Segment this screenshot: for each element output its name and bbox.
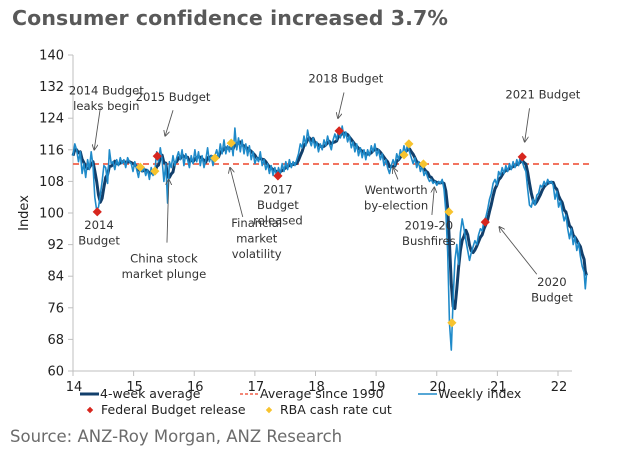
annotation-text: leaks begin bbox=[73, 99, 139, 113]
rba-cut-marker bbox=[447, 318, 457, 328]
annotation-arrow bbox=[167, 179, 169, 243]
annotation-text: Financial bbox=[231, 216, 282, 230]
series-layer bbox=[71, 125, 588, 351]
y-axis-label: Index bbox=[17, 195, 32, 231]
legend-item: Weekly index bbox=[418, 386, 521, 401]
annotation-arrow bbox=[338, 92, 345, 119]
annotation-arrow bbox=[230, 168, 244, 218]
x-tick-label: 21 bbox=[490, 380, 507, 395]
rba-cut-marker bbox=[399, 150, 409, 160]
y-tick-label: 140 bbox=[39, 49, 64, 64]
budget-release-marker bbox=[152, 151, 162, 161]
annotation-budget-2015: 2015 Budget bbox=[136, 90, 211, 136]
x-tick-label: 14 bbox=[66, 380, 83, 395]
annotation-text: Budget bbox=[257, 198, 299, 212]
annotation-text: 2015 Budget bbox=[136, 90, 211, 104]
annotation-arrow bbox=[94, 108, 101, 149]
budget-release-marker bbox=[273, 171, 283, 181]
legend-item: Federal Budget release bbox=[86, 402, 246, 417]
marker-layer bbox=[92, 126, 527, 328]
source-note: Source: ANZ-Roy Morgan, ANZ Research bbox=[10, 427, 343, 446]
y-tick-label: 84 bbox=[47, 270, 64, 285]
annotation-text: 2019-20 bbox=[405, 219, 453, 233]
series-4-week-average bbox=[71, 131, 588, 310]
legend-item: RBA cash rate cut bbox=[265, 402, 392, 417]
annotation-text: Wentworth bbox=[365, 183, 428, 197]
x-tick-label: 18 bbox=[308, 380, 325, 395]
annotation-text: volatility bbox=[232, 247, 282, 261]
annotation-text: Bushfires bbox=[402, 234, 456, 248]
y-tick-label: 100 bbox=[39, 207, 64, 222]
chart-title: Consumer confidence increased 3.7% bbox=[12, 6, 448, 30]
rba-cut-marker bbox=[150, 166, 160, 176]
budget-release-marker bbox=[517, 152, 527, 162]
legend-red-diamond-icon bbox=[86, 406, 94, 414]
series-weekly-index bbox=[72, 125, 588, 351]
annotation-text: 2017 bbox=[263, 182, 293, 196]
budget-release-marker bbox=[92, 207, 102, 217]
annotation-arrow bbox=[165, 110, 174, 136]
x-tick-label: 22 bbox=[551, 380, 568, 395]
rba-cut-marker bbox=[404, 139, 414, 149]
rba-cut-marker bbox=[418, 159, 429, 169]
legend-item: 4-week average bbox=[80, 386, 201, 401]
annotation-wentworth: Wentworth by-election bbox=[364, 168, 428, 213]
annotation-text: by-election bbox=[364, 199, 428, 213]
legend-label: 4-week average bbox=[100, 386, 201, 401]
annotation-text: 2014 Budget bbox=[69, 84, 144, 98]
annotation-text: 2018 Budget bbox=[308, 72, 383, 86]
annotation-text: 2020 bbox=[537, 275, 567, 289]
y-tick-label: 68 bbox=[47, 333, 64, 348]
x-tick-label: 16 bbox=[187, 380, 204, 395]
annotation-arrow bbox=[499, 227, 538, 275]
legend-item: Average since 1990 bbox=[240, 386, 384, 401]
rba-cut-marker bbox=[135, 162, 145, 172]
x-tick-label: 19 bbox=[369, 380, 386, 395]
annotation-budget-2018: 2018 Budget bbox=[308, 72, 384, 119]
annotation-budget-2021: 2021 Budget bbox=[505, 87, 581, 142]
y-tick-label: 124 bbox=[39, 112, 64, 127]
annotation-arrow bbox=[525, 108, 530, 142]
annotation-text: market bbox=[236, 231, 278, 245]
annotation-arrow bbox=[393, 168, 399, 180]
legend-label: Average since 1990 bbox=[260, 386, 384, 401]
annotation-text: 2021 Budget bbox=[505, 87, 580, 101]
annotation-text: released bbox=[253, 213, 303, 227]
x-tick-label: 17 bbox=[248, 380, 265, 395]
legend-label: Weekly index bbox=[438, 386, 521, 401]
legend: 4-week average Average since 1990 Weekly i… bbox=[80, 386, 521, 417]
annotation-text: Budget bbox=[78, 233, 120, 247]
y-tick-label: 76 bbox=[47, 301, 64, 316]
rba-cut-marker bbox=[210, 153, 220, 163]
budget-release-marker bbox=[334, 126, 344, 136]
annotation-text: 2014 bbox=[84, 218, 114, 232]
y-tick-label: 132 bbox=[39, 80, 64, 95]
annotation-arrow bbox=[432, 187, 434, 216]
legend-label: RBA cash rate cut bbox=[280, 402, 392, 417]
annotation-text: market plunge bbox=[122, 267, 207, 281]
x-tick-label: 15 bbox=[126, 380, 143, 395]
y-tick-label: 116 bbox=[39, 143, 64, 158]
annotation-china-stock: China stock market plunge bbox=[122, 179, 207, 281]
axes: 60 68 76 84 92 100 108 116 124 132 140 14 15 16 17 18 19… bbox=[17, 49, 572, 395]
annotation-text: China stock bbox=[130, 251, 198, 265]
x-tick-label: 20 bbox=[429, 380, 446, 395]
rba-cut-marker bbox=[444, 207, 454, 217]
y-tick-label: 60 bbox=[47, 365, 64, 380]
legend-yellow-diamond-icon bbox=[265, 406, 273, 414]
annotation-text: Budget bbox=[531, 291, 573, 305]
budget-release-marker bbox=[480, 217, 490, 227]
rba-cut-marker bbox=[226, 138, 236, 148]
legend-label: Federal Budget release bbox=[101, 402, 246, 417]
y-tick-label: 108 bbox=[39, 175, 64, 190]
annotation-budget-2020: 2020 Budget bbox=[499, 227, 573, 305]
y-tick-label: 92 bbox=[47, 238, 64, 253]
